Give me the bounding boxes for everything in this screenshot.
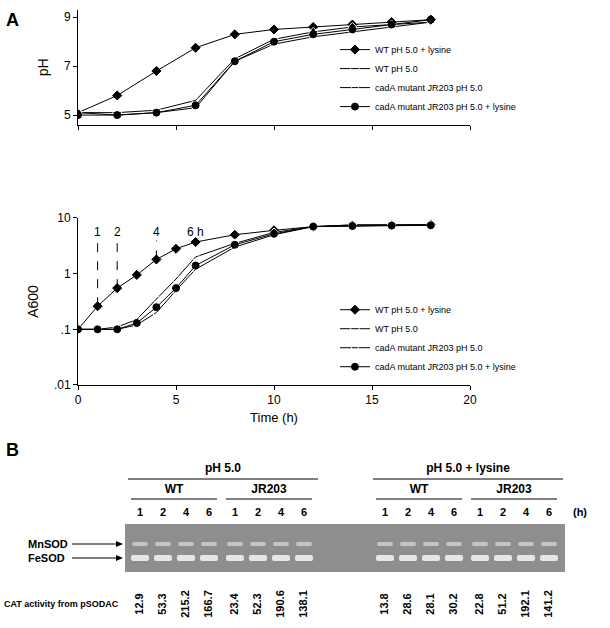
svg-text:cadA mutant JR203 pH 5.0: cadA mutant JR203 pH 5.0 bbox=[375, 343, 483, 353]
svg-text:CAT activity from pSODAC: CAT activity from pSODAC bbox=[4, 599, 119, 609]
svg-text:6: 6 bbox=[301, 506, 307, 518]
svg-text:WT pH 5.0 + lysine: WT pH 5.0 + lysine bbox=[375, 45, 451, 55]
svg-text:Time (h): Time (h) bbox=[250, 410, 298, 425]
svg-text:.01: .01 bbox=[54, 378, 71, 392]
svg-text:cadA mutant JR203 pH 5.0: cadA mutant JR203 pH 5.0 bbox=[375, 83, 483, 93]
svg-text:15: 15 bbox=[365, 393, 379, 407]
svg-text:2: 2 bbox=[114, 225, 121, 239]
svg-text:9: 9 bbox=[64, 10, 71, 24]
svg-text:13.8: 13.8 bbox=[378, 593, 390, 614]
svg-text:53.3: 53.3 bbox=[156, 593, 168, 614]
svg-text:pH: pH bbox=[35, 58, 51, 76]
svg-text:28.6: 28.6 bbox=[401, 593, 413, 614]
svg-text:6: 6 bbox=[451, 506, 457, 518]
svg-text:10: 10 bbox=[267, 393, 281, 407]
svg-text:30.2: 30.2 bbox=[447, 593, 459, 614]
svg-text:6: 6 bbox=[206, 506, 212, 518]
svg-text:2: 2 bbox=[405, 506, 411, 518]
svg-text:.1: .1 bbox=[61, 323, 71, 337]
svg-text:138.1: 138.1 bbox=[297, 590, 309, 618]
svg-text:A600: A600 bbox=[25, 285, 41, 318]
svg-text:4: 4 bbox=[183, 506, 190, 518]
svg-text:A: A bbox=[6, 10, 19, 30]
svg-text:4: 4 bbox=[278, 506, 285, 518]
svg-text:166.7: 166.7 bbox=[202, 590, 214, 618]
svg-text:141.2: 141.2 bbox=[542, 590, 554, 618]
svg-text:cadA mutant JR203 pH 5.0 + lys: cadA mutant JR203 pH 5.0 + lysine bbox=[375, 102, 516, 112]
svg-text:22.8: 22.8 bbox=[473, 593, 485, 614]
svg-text:JR203: JR203 bbox=[251, 482, 287, 496]
svg-text:WT: WT bbox=[165, 482, 184, 496]
svg-text:51.2: 51.2 bbox=[496, 593, 508, 614]
svg-text:1: 1 bbox=[94, 225, 101, 239]
svg-text:52.3: 52.3 bbox=[251, 593, 263, 614]
svg-text:5: 5 bbox=[173, 393, 180, 407]
svg-text:1: 1 bbox=[64, 267, 71, 281]
svg-text:(h): (h) bbox=[573, 506, 587, 518]
svg-text:23.4: 23.4 bbox=[228, 592, 240, 614]
svg-text:190.6: 190.6 bbox=[274, 590, 286, 618]
svg-text:WT: WT bbox=[410, 482, 429, 496]
svg-text:pH 5.0: pH 5.0 bbox=[205, 461, 241, 475]
svg-text:pH 5.0 + lysine: pH 5.0 + lysine bbox=[426, 461, 510, 475]
svg-text:2: 2 bbox=[500, 506, 506, 518]
svg-text:12.9: 12.9 bbox=[133, 593, 145, 614]
svg-text:1: 1 bbox=[232, 506, 238, 518]
svg-text:6 h: 6 h bbox=[187, 225, 204, 239]
svg-text:20: 20 bbox=[463, 393, 477, 407]
svg-text:MnSOD: MnSOD bbox=[28, 538, 68, 550]
svg-text:5: 5 bbox=[64, 108, 71, 122]
svg-text:WT pH 5.0: WT pH 5.0 bbox=[375, 64, 418, 74]
svg-text:1: 1 bbox=[382, 506, 388, 518]
svg-text:WT pH 5.0 + lysine: WT pH 5.0 + lysine bbox=[375, 305, 451, 315]
svg-text:B: B bbox=[6, 440, 19, 460]
svg-text:10: 10 bbox=[57, 211, 71, 225]
svg-text:7: 7 bbox=[64, 59, 71, 73]
svg-text:2: 2 bbox=[255, 506, 261, 518]
svg-text:28.1: 28.1 bbox=[424, 593, 436, 614]
svg-text:cadA mutant JR203 pH 5.0 + lys: cadA mutant JR203 pH 5.0 + lysine bbox=[375, 362, 516, 372]
svg-text:4: 4 bbox=[523, 506, 530, 518]
svg-text:4: 4 bbox=[428, 506, 435, 518]
svg-text:2: 2 bbox=[160, 506, 166, 518]
svg-text:4: 4 bbox=[153, 225, 160, 239]
svg-text:1: 1 bbox=[477, 506, 483, 518]
svg-text:WT pH 5.0: WT pH 5.0 bbox=[375, 324, 418, 334]
svg-text:FeSOD: FeSOD bbox=[28, 552, 65, 564]
svg-text:6: 6 bbox=[546, 506, 552, 518]
svg-text:215.2: 215.2 bbox=[179, 590, 191, 618]
svg-text:192.1: 192.1 bbox=[519, 590, 531, 618]
svg-text:JR203: JR203 bbox=[496, 482, 532, 496]
svg-text:1: 1 bbox=[137, 506, 143, 518]
svg-text:0: 0 bbox=[75, 393, 82, 407]
